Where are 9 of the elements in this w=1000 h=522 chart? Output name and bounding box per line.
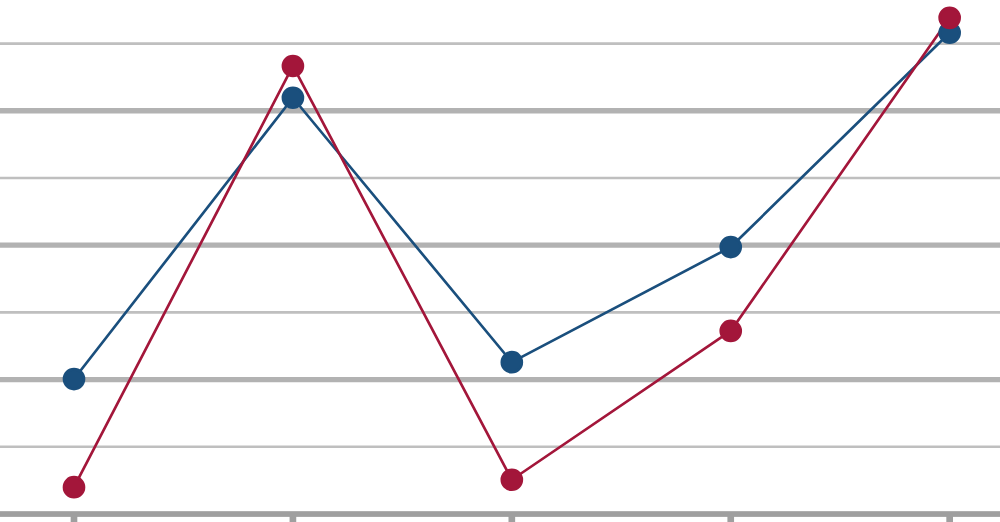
point: [938, 6, 961, 30]
point: [500, 350, 524, 374]
point: [281, 86, 305, 110]
point: [500, 468, 524, 492]
point: [281, 54, 305, 78]
point: [719, 235, 743, 259]
point: [719, 319, 743, 343]
point: [62, 367, 86, 391]
point: [62, 475, 86, 499]
